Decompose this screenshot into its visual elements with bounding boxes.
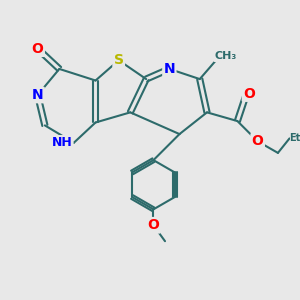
Text: N: N xyxy=(32,88,44,102)
Text: O: O xyxy=(252,134,264,148)
Text: CH₃: CH₃ xyxy=(215,51,237,61)
Text: Et: Et xyxy=(290,134,300,143)
Text: O: O xyxy=(243,86,255,100)
Text: O: O xyxy=(32,42,44,56)
Text: N: N xyxy=(164,62,175,76)
Text: NH: NH xyxy=(52,136,72,149)
Text: O: O xyxy=(148,218,159,232)
Text: S: S xyxy=(114,53,124,67)
